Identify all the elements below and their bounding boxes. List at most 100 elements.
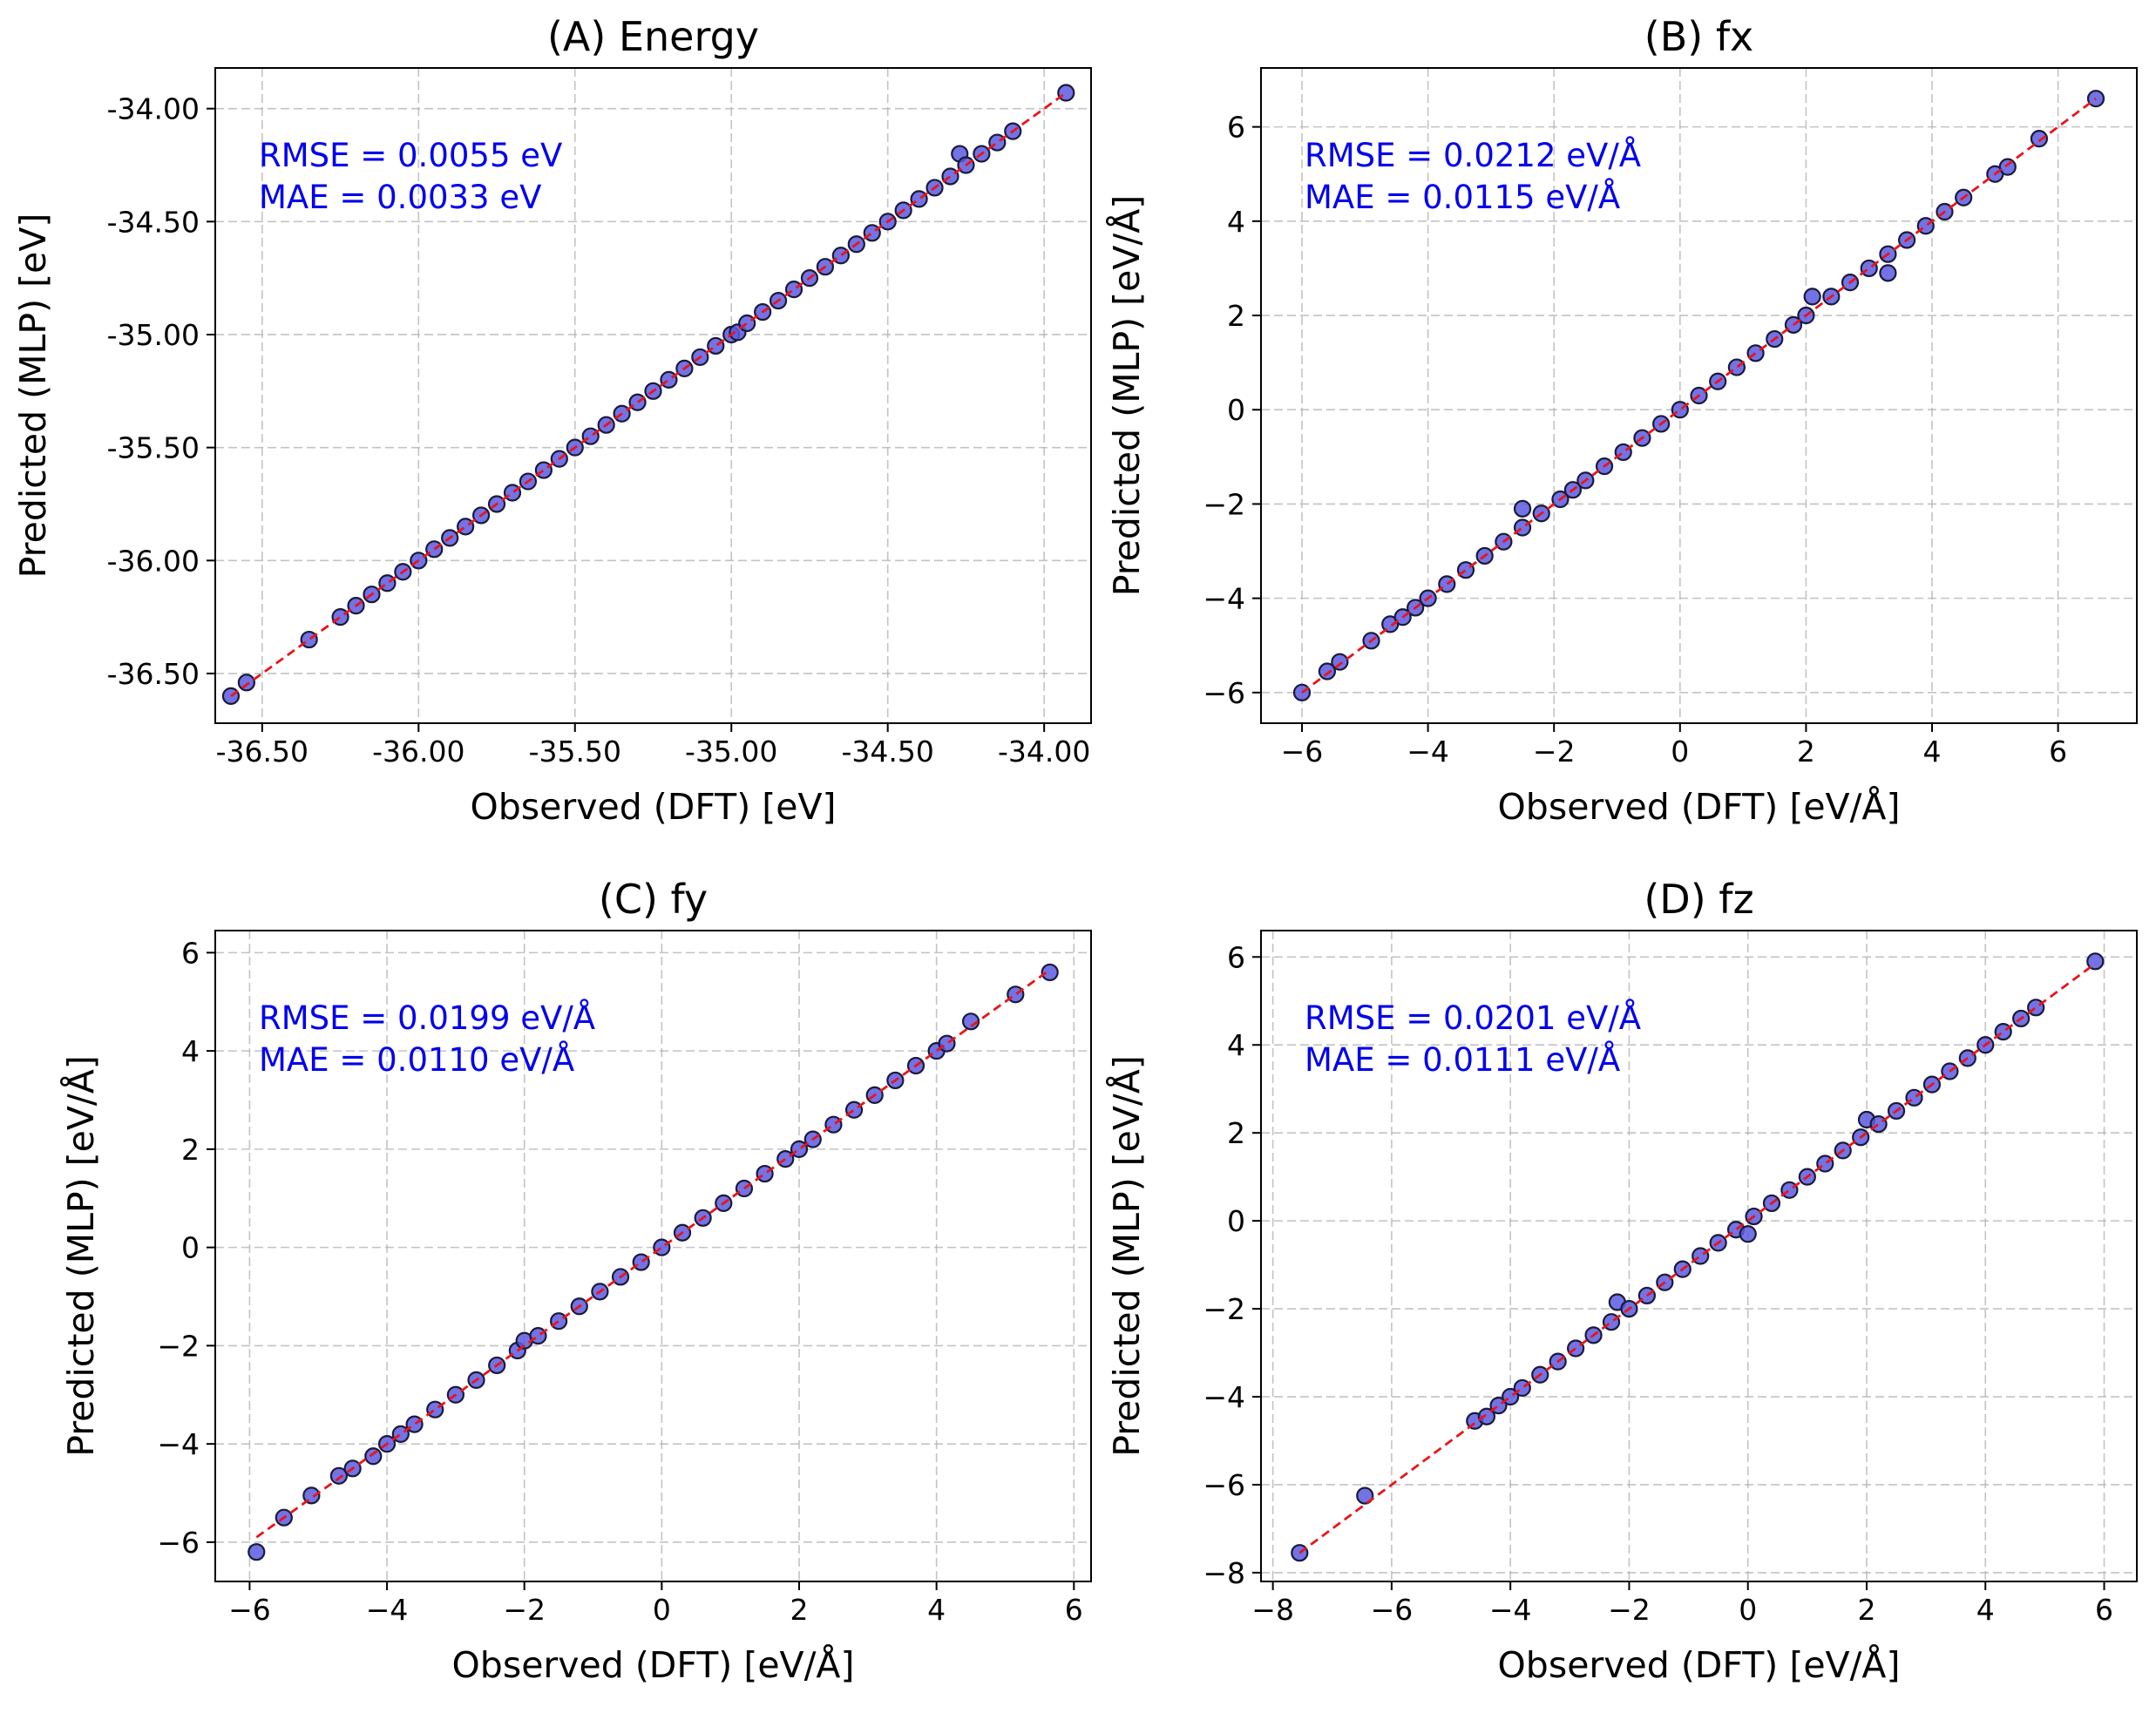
chart-title: (B) fx bbox=[1644, 13, 1754, 60]
reference-line bbox=[1298, 962, 2097, 1554]
x-tick-label: 4 bbox=[1923, 735, 1942, 769]
y-tick-label: -36.00 bbox=[107, 544, 200, 578]
chart-title: (A) Energy bbox=[547, 13, 759, 60]
panel-2: −6 −4 −2 0 2 4 6 −6 −4 −2 0 2 4 6 (C) fy Observed (DFT)… bbox=[60, 876, 1092, 1686]
data-point bbox=[364, 1447, 383, 1466]
x-tick-label: −4 bbox=[1489, 1593, 1532, 1627]
y-tick-label: −4 bbox=[157, 1427, 200, 1461]
data-point bbox=[1998, 158, 2017, 176]
data-point bbox=[391, 1425, 410, 1443]
data-point bbox=[247, 1543, 266, 1561]
data-point bbox=[831, 247, 850, 265]
data-point bbox=[1331, 653, 1349, 671]
y-tick-label: 4 bbox=[1227, 1028, 1245, 1062]
data-point bbox=[632, 1253, 650, 1271]
data-point bbox=[457, 518, 475, 536]
x-tick-label: 2 bbox=[1857, 1593, 1875, 1627]
x-tick-label: −2 bbox=[503, 1593, 546, 1627]
data-point bbox=[405, 1415, 424, 1433]
y-axis-label: Predicted (MLP) [eV/Å] bbox=[1106, 195, 1148, 597]
y-tick-label: −6 bbox=[1203, 676, 1245, 710]
x-tick-label: 2 bbox=[1797, 735, 1815, 769]
y-axis-label: Predicted (MLP) [eV] bbox=[12, 213, 54, 579]
chart-title: (D) fz bbox=[1644, 876, 1753, 923]
y-tick-label: 6 bbox=[1227, 940, 1245, 974]
data-point bbox=[784, 281, 803, 299]
data-point bbox=[660, 370, 678, 389]
plot-frame bbox=[214, 67, 1092, 724]
x-axis-label: Observed (DFT) [eV/Å] bbox=[1498, 786, 1901, 828]
data-point bbox=[1007, 985, 1025, 1004]
y-tick-label: −6 bbox=[1203, 1468, 1245, 1502]
data-point bbox=[653, 1238, 671, 1256]
y-tick-label: −4 bbox=[1203, 1380, 1245, 1414]
y-tick-label: 0 bbox=[1227, 393, 1245, 427]
x-tick-label: 4 bbox=[927, 1593, 946, 1627]
rmse-annotation: RMSE = 0.0199 eV/Å bbox=[259, 999, 595, 1037]
y-tick-label: −4 bbox=[1203, 582, 1245, 616]
mae-annotation: MAE = 0.0110 eV/Å bbox=[259, 1040, 574, 1079]
data-point bbox=[550, 1312, 568, 1331]
data-point bbox=[329, 1466, 348, 1485]
data-point bbox=[2086, 952, 2105, 971]
y-tick-label: −2 bbox=[1203, 1292, 1245, 1326]
x-axis-label: Observed (DFT) [eV/Å] bbox=[1498, 1644, 1901, 1686]
reference-line bbox=[1301, 98, 2097, 694]
data-point bbox=[378, 574, 397, 593]
data-point bbox=[790, 1140, 809, 1158]
chart-title: (C) fy bbox=[599, 876, 708, 923]
data-point bbox=[503, 484, 522, 502]
rmse-annotation: RMSE = 0.0201 eV/Å bbox=[1305, 999, 1641, 1037]
x-tick-label: 6 bbox=[1065, 1593, 1083, 1627]
x-tick-label: −4 bbox=[1407, 735, 1449, 769]
x-tick-label: −2 bbox=[1533, 735, 1576, 769]
data-point bbox=[237, 674, 255, 692]
data-point bbox=[2030, 130, 2049, 148]
x-tick-label: −2 bbox=[1608, 1593, 1651, 1627]
mae-annotation: MAE = 0.0111 eV/Å bbox=[1305, 1040, 1620, 1079]
data-point bbox=[1041, 963, 1059, 982]
x-tick-label: 0 bbox=[653, 1593, 671, 1627]
reference-line bbox=[255, 968, 1051, 1539]
x-axis-label: Observed (DFT) [eV] bbox=[470, 786, 836, 828]
data-point bbox=[1356, 1486, 1374, 1505]
y-tick-label: 4 bbox=[181, 1034, 200, 1068]
x-tick-label: 0 bbox=[1671, 735, 1689, 769]
x-tick-label: −8 bbox=[1251, 1593, 1294, 1627]
y-tick-label: −8 bbox=[1203, 1556, 1245, 1590]
x-tick-label: 6 bbox=[2095, 1593, 2113, 1627]
y-tick-label: −2 bbox=[1203, 487, 1245, 521]
x-tick-label: 4 bbox=[1976, 1593, 1995, 1627]
rmse-annotation: RMSE = 0.0055 eV bbox=[259, 137, 562, 174]
reference-line bbox=[230, 91, 1068, 698]
panel-3: −8 −6 −4 −2 0 2 4 6 −8 −6 −4 −2 0 2 4 6 (D) fz Observed (… bbox=[1106, 876, 2138, 1686]
y-tick-label: 2 bbox=[1227, 1116, 1245, 1150]
plot-frame bbox=[214, 930, 1092, 1582]
data-point bbox=[910, 190, 928, 208]
y-tick-label: 4 bbox=[1227, 205, 1245, 239]
plot-frame bbox=[1260, 67, 2138, 724]
plot-frame bbox=[1260, 930, 2138, 1582]
panel-1: −6 −4 −2 0 2 4 6 −6 −4 −2 0 2 4 6 (B) fx Observed (DFT)… bbox=[1106, 13, 2138, 828]
y-tick-label: 2 bbox=[1227, 299, 1245, 333]
data-point bbox=[961, 1012, 980, 1031]
data-point bbox=[707, 336, 725, 356]
y-tick-label: −2 bbox=[157, 1329, 200, 1363]
y-tick-label: -35.50 bbox=[107, 431, 200, 465]
data-point bbox=[938, 1034, 956, 1053]
y-tick-label: 6 bbox=[1227, 111, 1245, 145]
data-point bbox=[1879, 264, 1897, 282]
x-tick-label: -34.50 bbox=[842, 735, 934, 769]
y-tick-label: -34.00 bbox=[107, 92, 200, 126]
y-tick-label: 0 bbox=[181, 1231, 200, 1265]
y-tick-label: −6 bbox=[157, 1526, 200, 1560]
x-tick-label: −6 bbox=[1281, 735, 1324, 769]
x-tick-label: −4 bbox=[366, 1593, 409, 1627]
x-tick-label: −6 bbox=[1371, 1593, 1414, 1627]
y-tick-label: -34.50 bbox=[107, 205, 200, 239]
data-point bbox=[529, 1327, 547, 1345]
x-tick-label: 2 bbox=[790, 1593, 809, 1627]
x-tick-label: -35.00 bbox=[685, 735, 777, 769]
data-point bbox=[1477, 1407, 1496, 1425]
